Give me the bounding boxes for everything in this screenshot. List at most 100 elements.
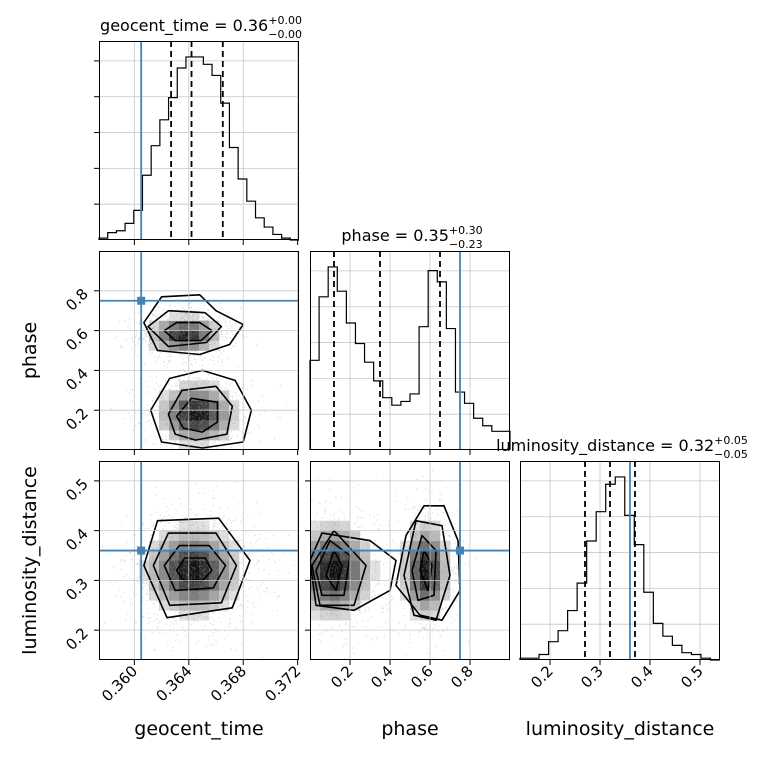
panel-phase-vs-luminosity-distance-density-cell <box>420 580 431 591</box>
panel-geocent-time-vs-phase-density-cell <box>169 410 180 421</box>
panel-phase-vs-luminosity-distance-density-cell <box>400 580 411 591</box>
xtick-label-geocent-time-3: 0.372 <box>261 662 304 705</box>
panel-phase-vs-luminosity-distance-density-cell <box>310 580 321 591</box>
panel-phase-vs-luminosity-distance-density-cell <box>430 540 441 551</box>
hist-luminosity-distance-panel: luminosity_distance = 0.32+0.05−0.05 <box>496 434 748 665</box>
panel-geocent-time-vs-luminosity-distance-density-cell <box>169 590 180 601</box>
panel-geocent-time-vs-luminosity-distance-density-cell <box>229 580 240 591</box>
xtick-label-luminosity-distance-3: 0.5 <box>677 662 707 692</box>
panel-phase-vs-luminosity-distance-contour-2 <box>311 529 367 607</box>
panel-geocent-time-vs-phase-density-cell <box>199 420 210 431</box>
panel-geocent-time-vs-luminosity-distance-density-cell <box>199 580 210 591</box>
panel-geocent-time-vs-phase-density-cell <box>209 390 220 401</box>
panel-geocent-time-vs-phase-truth-marker <box>137 296 146 305</box>
panel-geocent-time-vs-luminosity-distance-density-cell <box>189 590 200 601</box>
panel-geocent-time-vs-phase-density-cell <box>189 330 200 341</box>
panel-geocent-time-vs-phase-contour-1 <box>147 309 223 348</box>
panel-geocent-time-vs-phase-density-cell <box>169 330 180 341</box>
ytick-label-luminosity-distance-2: 0.4 <box>62 525 92 555</box>
hist-phase-title-plus: +0.30 <box>449 224 483 237</box>
panel-phase-vs-luminosity-distance-density-cell <box>420 570 431 581</box>
panel-phase-vs-luminosity-distance-density-cell <box>360 580 371 591</box>
panel-geocent-time-vs-luminosity-distance-density-cell <box>159 570 170 581</box>
hist-luminosity-distance-title-name: luminosity_distance = <box>496 436 678 456</box>
panel-geocent-time-vs-luminosity-distance-contour-1 <box>163 544 227 592</box>
panel-geocent-time-vs-luminosity-distance-density-cell <box>209 590 220 601</box>
panel-geocent-time-vs-luminosity-distance-truth-marker <box>137 546 146 555</box>
panel-phase-vs-luminosity-distance-contour-6 <box>403 519 451 621</box>
hist-phase-title: phase = 0.35+0.30 <box>341 224 482 245</box>
panel-phase-vs-luminosity-distance-density-cell <box>400 570 411 581</box>
panel-geocent-time-vs-phase-contour-4 <box>167 385 234 441</box>
panel-geocent-time-vs-phase-density-cell <box>209 380 220 391</box>
panel-geocent-time-vs-phase-density-cell <box>179 420 190 431</box>
panel-geocent-time-vs-luminosity-distance-density-cell <box>169 580 180 591</box>
panel-geocent-time-vs-luminosity-distance-panel <box>94 461 299 665</box>
panel-geocent-time-vs-phase-density-cell <box>219 420 230 431</box>
panel-geocent-time-vs-luminosity-distance-density-cell <box>229 550 240 561</box>
panel-geocent-time-vs-phase-density-cell <box>229 400 240 411</box>
panel-phase-vs-luminosity-distance-density-cell <box>350 540 361 551</box>
panel-geocent-time-vs-phase-density-cell <box>229 410 240 421</box>
panel-phase-vs-luminosity-distance-density-cell <box>370 560 381 571</box>
panel-phase-vs-luminosity-distance-density-cell <box>440 570 451 581</box>
panel-geocent-time-vs-phase-density-cell <box>209 410 220 421</box>
panel-geocent-time-vs-luminosity-distance-density-cell <box>189 580 200 591</box>
xtick-label-phase-1: 0.4 <box>367 662 397 692</box>
panel-geocent-time-vs-phase-density-cell <box>189 340 200 351</box>
hist-geocent-time-title-minus: −0.00 <box>268 28 302 41</box>
panel-geocent-time-vs-luminosity-distance-density-cell <box>149 580 160 591</box>
panel-phase-vs-luminosity-distance-density-cell <box>440 590 451 601</box>
panel-phase-vs-luminosity-distance-density-cell <box>340 590 351 601</box>
panel-geocent-time-vs-phase-density-cell <box>149 320 160 331</box>
panel-geocent-time-vs-phase-density-cell <box>179 430 190 441</box>
panel-geocent-time-vs-phase-density-cell <box>159 340 170 351</box>
panel-geocent-time-vs-luminosity-distance-density-cell <box>219 580 230 591</box>
panel-phase-vs-luminosity-distance-density-cell <box>340 550 351 561</box>
panel-phase-vs-luminosity-distance-density-cell <box>410 560 421 571</box>
panel-geocent-time-vs-phase-density-cell <box>189 380 200 391</box>
panel-phase-vs-luminosity-distance-density-cell <box>430 610 441 621</box>
panel-geocent-time-vs-phase-density-cell <box>199 330 210 341</box>
panel-phase-vs-luminosity-distance-density-cell <box>350 590 361 601</box>
panel-geocent-time-vs-phase-density-cell <box>179 320 190 331</box>
panel-geocent-time-vs-luminosity-distance-density-cell <box>229 540 240 551</box>
xtick-label-luminosity-distance-0: 0.2 <box>527 662 557 692</box>
panel-phase-vs-luminosity-distance-density-cell <box>330 580 341 591</box>
panel-geocent-time-vs-phase-density-cell <box>169 320 180 331</box>
panel-geocent-time-vs-luminosity-distance-density-cell <box>209 530 220 541</box>
panel-phase-vs-luminosity-distance-density-cell <box>320 570 331 581</box>
panel-phase-vs-luminosity-distance-contour-0 <box>325 549 343 592</box>
panel-geocent-time-vs-phase-density-cell <box>149 340 160 351</box>
panel-geocent-time-vs-luminosity-distance-density-cell <box>189 560 200 571</box>
panel-phase-vs-luminosity-distance-density-cell <box>350 560 361 571</box>
panel-geocent-time-vs-phase-density-cell <box>169 420 180 431</box>
panel-phase-vs-luminosity-distance-density-cell <box>330 540 341 551</box>
panel-geocent-time-vs-luminosity-distance-density-cell <box>189 550 200 561</box>
panel-phase-vs-luminosity-distance-density-cell <box>330 570 341 581</box>
panel-geocent-time-vs-luminosity-distance-density-cell <box>219 550 230 561</box>
hist-phase-frame <box>310 251 510 450</box>
panel-geocent-time-vs-luminosity-distance-density-cell <box>209 600 220 611</box>
panel-geocent-time-vs-luminosity-distance-density-cell <box>219 600 230 611</box>
hist-phase-background <box>310 251 510 450</box>
panel-geocent-time-vs-luminosity-distance-density-cell <box>139 570 150 581</box>
panel-phase-vs-luminosity-distance-density-cell <box>350 530 361 541</box>
panel-geocent-time-vs-phase-contour-3 <box>175 397 219 433</box>
panel-geocent-time-vs-phase-density-cell <box>179 390 190 401</box>
panel-phase-vs-luminosity-distance-density-cell <box>320 550 331 561</box>
hist-phase-title-value: 0.35 <box>413 226 449 245</box>
panel-phase-vs-luminosity-distance-density-cell <box>340 530 351 541</box>
panel-phase-vs-luminosity-distance-density-cell <box>420 600 431 611</box>
panel-phase-vs-luminosity-distance-density-cell <box>320 530 331 541</box>
xtick-label-phase-0: 0.2 <box>327 662 357 692</box>
panel-phase-vs-luminosity-distance-density-cell <box>420 520 431 531</box>
panel-geocent-time-vs-phase-density-cell <box>179 400 190 411</box>
panel-phase-vs-luminosity-distance-density-cell <box>310 560 321 571</box>
panel-phase-vs-luminosity-distance-density-cell <box>340 560 351 571</box>
panel-phase-vs-luminosity-distance-density-cell <box>330 520 341 531</box>
panel-geocent-time-vs-phase-density-cell <box>189 440 200 450</box>
panel-phase-vs-luminosity-distance-density-cell <box>420 550 431 561</box>
panel-phase-vs-luminosity-distance-density-cell <box>350 550 361 561</box>
panel-geocent-time-vs-phase-density-cell <box>189 410 200 421</box>
